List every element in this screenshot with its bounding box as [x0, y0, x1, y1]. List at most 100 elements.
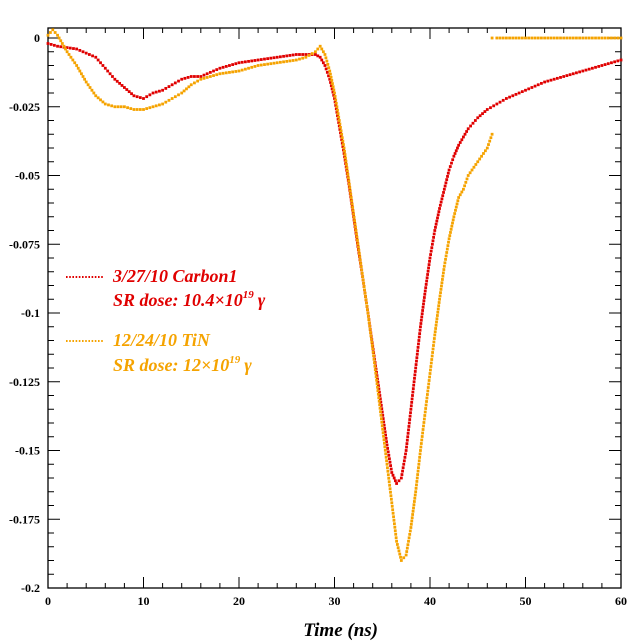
data-point	[364, 295, 367, 298]
data-point	[351, 209, 355, 213]
y-tick-label: -0.15	[15, 444, 40, 458]
y-tick-label: -0.175	[9, 512, 40, 526]
data-point	[616, 36, 620, 40]
data-point	[471, 121, 475, 125]
data-point	[323, 53, 327, 56]
data-point	[142, 108, 145, 111]
data-point	[437, 304, 441, 308]
data-point	[386, 447, 390, 450]
data-point	[432, 344, 435, 347]
data-point	[328, 69, 332, 73]
data-point	[424, 403, 428, 407]
data-point	[127, 90, 131, 94]
data-point	[430, 358, 434, 361]
data-point	[189, 83, 193, 87]
data-point	[443, 261, 447, 265]
legend-dose-carbon1-gamma: γ	[258, 290, 266, 310]
data-point	[485, 108, 489, 111]
data-point	[383, 427, 387, 430]
data-point	[495, 102, 499, 106]
data-point	[307, 54, 311, 57]
data-point	[386, 466, 389, 470]
data-point	[418, 455, 422, 459]
data-point	[350, 199, 354, 203]
data-point	[282, 54, 285, 58]
data-point	[425, 400, 428, 403]
data-point	[419, 325, 422, 329]
data-point	[449, 231, 452, 234]
data-point	[449, 227, 453, 231]
data-point	[345, 169, 349, 173]
data-point	[421, 428, 425, 431]
legend-dose-tin: SR dose: 12×1019 γ	[113, 354, 252, 375]
data-point	[559, 76, 562, 79]
data-point	[125, 88, 129, 91]
data-point	[600, 64, 604, 67]
data-point	[384, 437, 388, 440]
data-point	[397, 479, 401, 483]
data-point	[291, 53, 295, 57]
data-point	[454, 205, 458, 209]
data-point	[434, 327, 438, 330]
data-point	[418, 452, 422, 456]
data-point	[314, 50, 317, 54]
data-point	[218, 66, 222, 70]
data-point	[434, 225, 437, 229]
data-point	[489, 136, 493, 140]
data-point	[135, 95, 139, 99]
data-point	[96, 58, 100, 62]
data-point	[358, 255, 362, 259]
data-point	[413, 370, 417, 373]
data-point	[199, 77, 203, 81]
data-point	[212, 69, 215, 73]
data-point	[318, 55, 322, 59]
data-point	[285, 59, 289, 63]
legend-dose-tin-exp: 19	[229, 354, 241, 366]
data-point	[549, 36, 553, 40]
data-point	[376, 380, 380, 384]
data-point	[597, 36, 601, 40]
data-point	[434, 222, 438, 226]
data-point	[412, 503, 416, 507]
data-point	[430, 354, 434, 358]
data-point	[442, 191, 445, 194]
data-point	[398, 552, 402, 556]
data-point	[385, 459, 388, 463]
data-point	[372, 354, 375, 358]
x-tick-label: 0	[45, 594, 51, 608]
data-point	[417, 335, 421, 339]
data-point	[428, 259, 431, 263]
data-point	[377, 399, 381, 403]
data-point	[581, 36, 585, 40]
data-point	[417, 339, 421, 342]
data-point	[386, 469, 390, 473]
data-point	[517, 36, 521, 40]
data-point	[405, 438, 409, 442]
data-point	[205, 72, 209, 76]
legend-dose-tin-gamma: γ	[244, 355, 252, 375]
data-point	[350, 202, 354, 206]
data-point	[103, 66, 107, 70]
data-point	[431, 347, 435, 351]
data-point	[407, 425, 411, 428]
data-point	[101, 64, 105, 67]
data-point	[380, 410, 384, 414]
data-point	[90, 88, 94, 92]
data-point	[57, 36, 61, 40]
data-point	[177, 79, 180, 83]
data-point	[378, 394, 382, 397]
data-point	[456, 199, 460, 203]
data-point	[56, 33, 59, 37]
data-point	[414, 363, 418, 366]
data-point	[416, 349, 420, 353]
data-point	[458, 193, 462, 197]
data-point	[399, 555, 402, 559]
data-point	[361, 275, 365, 279]
data-point	[342, 143, 345, 146]
data-point	[418, 328, 422, 332]
data-point	[413, 376, 416, 380]
data-point	[164, 87, 168, 90]
data-point	[335, 105, 339, 109]
data-point	[186, 76, 190, 79]
data-point	[422, 299, 426, 303]
